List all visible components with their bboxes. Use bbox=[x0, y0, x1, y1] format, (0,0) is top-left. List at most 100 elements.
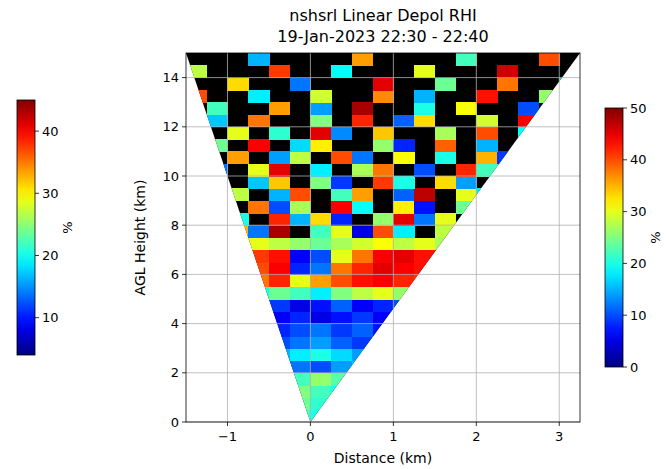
y-tick-label: 12 bbox=[162, 119, 179, 134]
colorbar: 01020304050% bbox=[605, 101, 663, 375]
cell bbox=[352, 238, 373, 251]
cell bbox=[290, 287, 311, 300]
cell bbox=[310, 225, 331, 238]
cell bbox=[290, 336, 311, 349]
cell bbox=[290, 151, 311, 164]
cell bbox=[310, 238, 331, 251]
cell bbox=[331, 127, 352, 140]
cell bbox=[310, 127, 331, 140]
cell bbox=[290, 324, 311, 337]
cell bbox=[310, 385, 331, 398]
cell bbox=[331, 385, 352, 398]
cell bbox=[352, 336, 373, 349]
cell bbox=[290, 361, 311, 374]
cell bbox=[310, 397, 331, 410]
cell bbox=[290, 348, 311, 361]
y-tick-label: 10 bbox=[162, 169, 179, 184]
cell bbox=[435, 225, 456, 238]
y-tick-label: 6 bbox=[171, 267, 179, 282]
colorbar-tick bbox=[623, 367, 627, 368]
cell bbox=[290, 274, 311, 287]
colorbar-tick-label: 30 bbox=[42, 186, 59, 201]
cell bbox=[393, 151, 414, 164]
cell bbox=[248, 164, 269, 177]
cell bbox=[290, 188, 311, 201]
cell bbox=[393, 262, 414, 275]
cell bbox=[331, 238, 352, 251]
cell bbox=[352, 164, 373, 177]
cell bbox=[373, 176, 394, 189]
cell bbox=[435, 139, 456, 152]
colorbar-bar bbox=[605, 108, 623, 367]
cell bbox=[414, 102, 435, 115]
cell bbox=[227, 213, 248, 226]
cell bbox=[290, 299, 311, 312]
cell bbox=[393, 225, 414, 238]
cell bbox=[269, 250, 290, 263]
x-tick bbox=[476, 422, 477, 426]
y-tick-label: 4 bbox=[171, 316, 179, 331]
colorbar-tick-label: 10 bbox=[42, 310, 59, 325]
cell bbox=[331, 361, 352, 374]
cell bbox=[352, 250, 373, 263]
cell bbox=[331, 348, 352, 361]
y-tick-label: 2 bbox=[171, 365, 179, 380]
cell bbox=[227, 188, 248, 201]
cell bbox=[352, 262, 373, 275]
cell bbox=[269, 348, 290, 361]
cell bbox=[352, 151, 373, 164]
grid-line bbox=[186, 323, 580, 324]
colorbar-tick bbox=[623, 159, 627, 160]
cell bbox=[352, 225, 373, 238]
cell bbox=[290, 385, 311, 398]
x-tick bbox=[393, 422, 394, 426]
cell bbox=[290, 311, 311, 324]
x-axis-title: Distance (km) bbox=[334, 450, 432, 466]
cell bbox=[476, 139, 497, 152]
cell bbox=[269, 188, 290, 201]
cell bbox=[227, 127, 248, 140]
cell bbox=[290, 78, 311, 91]
colorbar-tick bbox=[35, 193, 39, 194]
grid-line bbox=[227, 53, 228, 422]
cell bbox=[248, 287, 269, 300]
scan-wedge bbox=[186, 53, 580, 422]
cell bbox=[331, 201, 352, 214]
cell bbox=[393, 176, 414, 189]
cell bbox=[393, 274, 414, 287]
cell bbox=[476, 164, 497, 177]
cell bbox=[207, 139, 228, 152]
cell bbox=[331, 324, 352, 337]
chart: nshsrl Linear Depol RHI19-Jan-2023 22:30… bbox=[0, 0, 669, 469]
y-tick-label: 8 bbox=[171, 218, 179, 233]
grid bbox=[186, 53, 580, 422]
cell bbox=[248, 53, 269, 66]
cell bbox=[435, 250, 456, 263]
y-tick bbox=[182, 323, 186, 324]
cell bbox=[435, 213, 456, 226]
cell bbox=[331, 274, 352, 287]
colorbar-tick bbox=[35, 131, 39, 132]
cell bbox=[310, 139, 331, 152]
cell bbox=[269, 127, 290, 140]
colorbar-tick bbox=[623, 263, 627, 264]
cell bbox=[373, 127, 394, 140]
cell bbox=[290, 250, 311, 263]
cell bbox=[352, 299, 373, 312]
plot-area bbox=[186, 53, 580, 422]
y-tick bbox=[182, 176, 186, 177]
cell bbox=[269, 213, 290, 226]
cell bbox=[331, 262, 352, 275]
cell bbox=[331, 373, 352, 386]
colorbar-tick bbox=[623, 211, 627, 212]
cell bbox=[373, 324, 394, 337]
cell bbox=[352, 102, 373, 115]
cell bbox=[269, 65, 290, 78]
cell bbox=[269, 274, 290, 287]
cell bbox=[393, 115, 414, 128]
y-tick-label: 14 bbox=[162, 70, 179, 85]
cell bbox=[269, 164, 290, 177]
cell bbox=[373, 238, 394, 251]
cell bbox=[476, 90, 497, 103]
cell bbox=[290, 201, 311, 214]
